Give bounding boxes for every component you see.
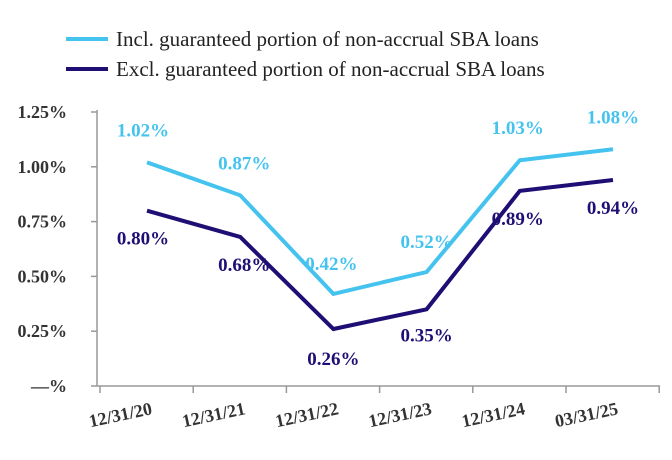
x-tick-label: 12/31/24 — [460, 398, 527, 431]
data-label-excl: 0.26% — [307, 349, 359, 370]
series-line-incl — [146, 147, 614, 297]
data-label-excl: 0.94% — [587, 198, 639, 219]
y-tick-label: 0.25% — [18, 321, 68, 341]
data-label-excl: 0.89% — [492, 209, 544, 230]
x-tick-label: 12/31/21 — [180, 398, 247, 431]
data-label-incl: 1.08% — [587, 107, 639, 128]
data-label-incl: 0.52% — [400, 232, 452, 253]
x-tick-label: 12/31/23 — [367, 398, 434, 431]
y-tick-label: 0.75% — [18, 212, 68, 232]
y-tick-label: —% — [30, 376, 67, 396]
data-label-incl: 1.02% — [117, 120, 169, 141]
x-tick-label: 12/31/22 — [273, 398, 340, 431]
legend-label-excl: Excl. guaranteed portion of non-accrual … — [116, 57, 545, 81]
plot-area: 1.02% 0.87% 0.42% 0.52% 1.03% 1.08% 0.80% 0.68%… — [117, 107, 639, 370]
y-tick-label: 1.00% — [18, 157, 68, 177]
x-tick-label: 03/31/25 — [553, 398, 620, 431]
data-label-excl: 0.68% — [218, 255, 270, 276]
y-tick-label: 0.50% — [18, 266, 68, 286]
data-label-excl: 0.35% — [400, 325, 452, 346]
legend: Incl. guaranteed portion of non-accrual … — [66, 27, 545, 81]
legend-label-incl: Incl. guaranteed portion of non-accrual … — [116, 27, 539, 51]
data-label-excl: 0.80% — [117, 229, 169, 250]
x-tick-label: 12/31/20 — [87, 398, 154, 431]
data-label-incl: 1.03% — [492, 118, 544, 139]
data-label-incl: 0.42% — [305, 254, 357, 275]
data-label-incl: 0.87% — [218, 153, 270, 174]
y-tick-label: 1.25% — [18, 102, 68, 122]
series-line-excl — [146, 177, 614, 332]
